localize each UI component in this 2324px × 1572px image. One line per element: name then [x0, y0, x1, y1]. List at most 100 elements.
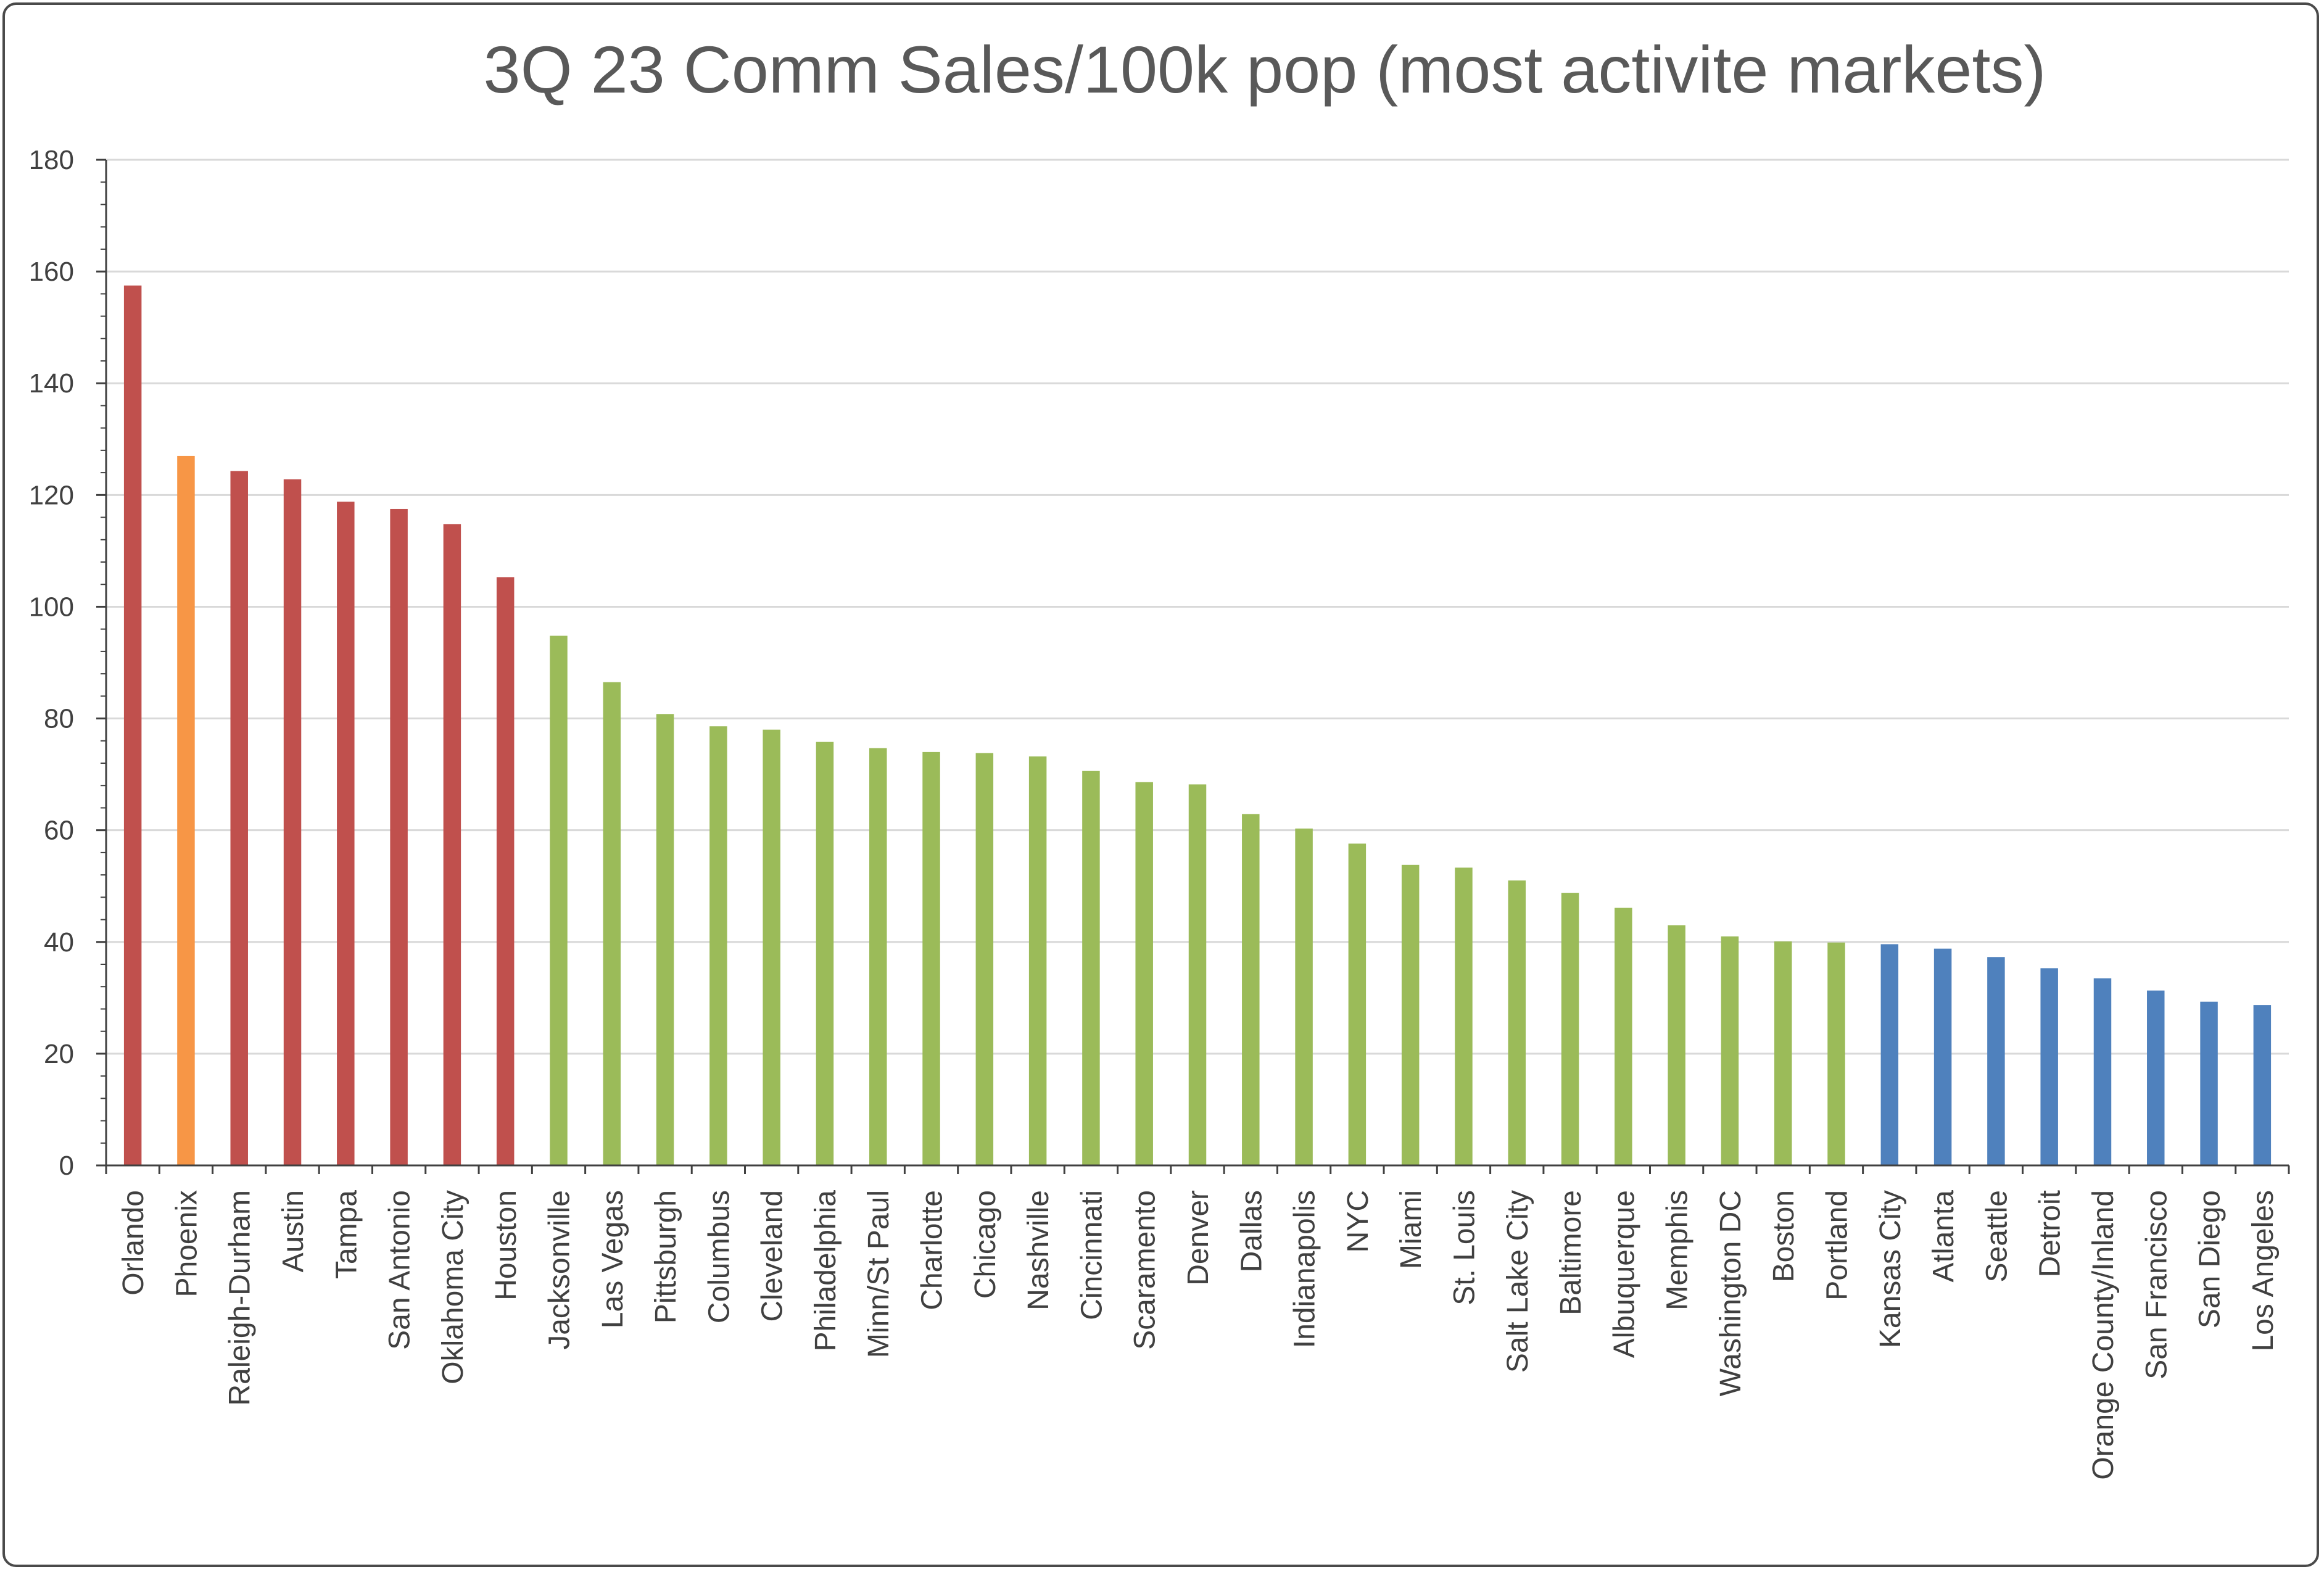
bar-jacksonville — [550, 635, 568, 1165]
x-tick-label: Atlanta — [1927, 1190, 1960, 1283]
x-tick-label: Austin — [277, 1190, 310, 1272]
y-tick-label: 80 — [44, 704, 74, 734]
bar-houston — [496, 577, 515, 1165]
x-tick-label: NYC — [1342, 1190, 1375, 1252]
bar-san-francisco — [2147, 990, 2165, 1165]
bar-st-louis — [1455, 867, 1473, 1165]
x-tick-label: Nashville — [1022, 1190, 1055, 1310]
bar-las-vegas — [603, 682, 621, 1165]
x-tick-label: Orlando — [117, 1190, 150, 1296]
bar-oklahoma-city — [443, 524, 461, 1165]
bar-denver — [1188, 784, 1207, 1165]
x-tick-label: Memphis — [1661, 1190, 1694, 1310]
y-tick-label: 40 — [44, 927, 74, 958]
bar-kansas-city — [1880, 944, 1899, 1165]
bar-minn-st-paul — [869, 748, 887, 1165]
bar-raleigh-durham — [230, 471, 248, 1165]
x-tick-label: Minn/St Paul — [862, 1190, 895, 1358]
bar-atlanta — [1933, 948, 1952, 1165]
bar-albuquerque — [1615, 908, 1632, 1165]
chart-title: 3Q 23 Comm Sales/100k pop (most activite… — [484, 32, 2046, 107]
x-tick-label: Las Vegas — [597, 1190, 629, 1328]
bar-los-angeles — [2253, 1005, 2272, 1165]
x-tick-label: Houston — [490, 1190, 523, 1301]
x-tick-label: Raleigh-Durham — [224, 1190, 257, 1405]
bar-orlando — [123, 285, 142, 1165]
bar-memphis — [1668, 925, 1685, 1165]
x-tick-label: Denver — [1182, 1190, 1215, 1286]
x-tick-label: Baltimore — [1555, 1190, 1587, 1315]
axes — [96, 159, 2290, 1174]
bar-seattle — [1987, 957, 2005, 1165]
bar-dallas — [1242, 814, 1260, 1165]
bar-pittsburgh — [656, 714, 674, 1165]
x-tick-label: Albuquerque — [1608, 1190, 1640, 1358]
x-tick-label: Washington DC — [1714, 1190, 1747, 1396]
x-tick-label: Scaramento — [1129, 1190, 1162, 1350]
y-tick-labels: 0 20 40 60 80 100 120 140 160 180 — [29, 145, 74, 1181]
bar-tampa — [337, 502, 355, 1166]
y-tick-label: 60 — [44, 816, 74, 846]
bar-charlotte — [922, 751, 940, 1165]
y-tick-label: 0 — [59, 1151, 74, 1181]
bar-san-antonio — [390, 508, 408, 1166]
x-tick-labels: Orlando Phoenix Raleigh-Durham Austin Tampa S… — [117, 1190, 2280, 1480]
x-tick-label: Jacksonville — [543, 1190, 576, 1350]
bar-nyc — [1348, 843, 1367, 1165]
bars — [123, 285, 2272, 1166]
x-tick-label: Oklahoma City — [437, 1190, 469, 1384]
bar-austin — [283, 479, 302, 1165]
gridlines — [106, 159, 2289, 1055]
x-tick-label: Columbus — [703, 1190, 735, 1323]
bar-boston — [1774, 941, 1792, 1165]
x-tick-label: San Diego — [2194, 1190, 2227, 1328]
x-tick-label: San Antonio — [384, 1190, 416, 1350]
bar-orange-county-inland — [2093, 978, 2112, 1165]
y-tick-label: 100 — [29, 592, 74, 622]
bar-portland — [1827, 942, 1845, 1165]
bar-cincinnati — [1082, 771, 1100, 1165]
x-tick-label: Detroit — [2034, 1190, 2067, 1277]
y-tick-label: 20 — [44, 1039, 74, 1069]
bar-phoenix — [177, 455, 195, 1165]
y-tick-label: 120 — [29, 480, 74, 510]
x-tick-label: Cincinnati — [1075, 1190, 1108, 1320]
x-tick-label: Dallas — [1235, 1190, 1268, 1272]
y-tick-label: 180 — [29, 145, 74, 175]
x-tick-label: San Francisco — [2140, 1190, 2173, 1380]
x-tick-label: Tampa — [330, 1190, 363, 1279]
bar-nashville — [1028, 756, 1047, 1165]
bar-washington-dc — [1721, 936, 1739, 1165]
x-tick-label: Los Angeles — [2247, 1190, 2280, 1352]
bar-san-diego — [2200, 1001, 2218, 1165]
bar-columbus — [709, 726, 727, 1165]
x-tick-label: Charlotte — [916, 1190, 949, 1310]
x-tick-label: Salt Lake City — [1502, 1190, 1534, 1373]
bar-philadelphia — [816, 742, 834, 1165]
x-tick-label: Seattle — [1980, 1190, 2013, 1282]
bar-baltimore — [1561, 893, 1579, 1165]
x-tick-label: Chicago — [969, 1190, 1002, 1299]
bar-chicago — [975, 753, 994, 1165]
x-tick-label: Indianapolis — [1289, 1190, 1321, 1348]
x-tick-label: Pittsburgh — [650, 1190, 682, 1323]
x-tick-label: Boston — [1768, 1190, 1800, 1282]
y-tick-label: 140 — [29, 368, 74, 399]
bar-indianapolis — [1295, 828, 1313, 1165]
bar-salt-lake-city — [1508, 880, 1526, 1165]
x-tick-label: Miami — [1395, 1190, 1428, 1269]
bar-scaramento — [1135, 782, 1153, 1165]
y-tick-label: 160 — [29, 257, 74, 287]
x-tick-label: Cleveland — [756, 1190, 789, 1322]
x-tick-label: Kansas City — [1874, 1190, 1907, 1348]
x-tick-label: Phoenix — [170, 1190, 203, 1297]
bar-miami — [1401, 864, 1420, 1165]
x-tick-label: Orange County/Inland — [2087, 1190, 2120, 1480]
bar-detroit — [2040, 968, 2058, 1165]
x-tick-label: Philadelphia — [809, 1190, 842, 1352]
bar-cleveland — [763, 729, 780, 1165]
x-tick-label: St. Louis — [1448, 1190, 1481, 1305]
x-tick-label: Portland — [1821, 1190, 1854, 1301]
